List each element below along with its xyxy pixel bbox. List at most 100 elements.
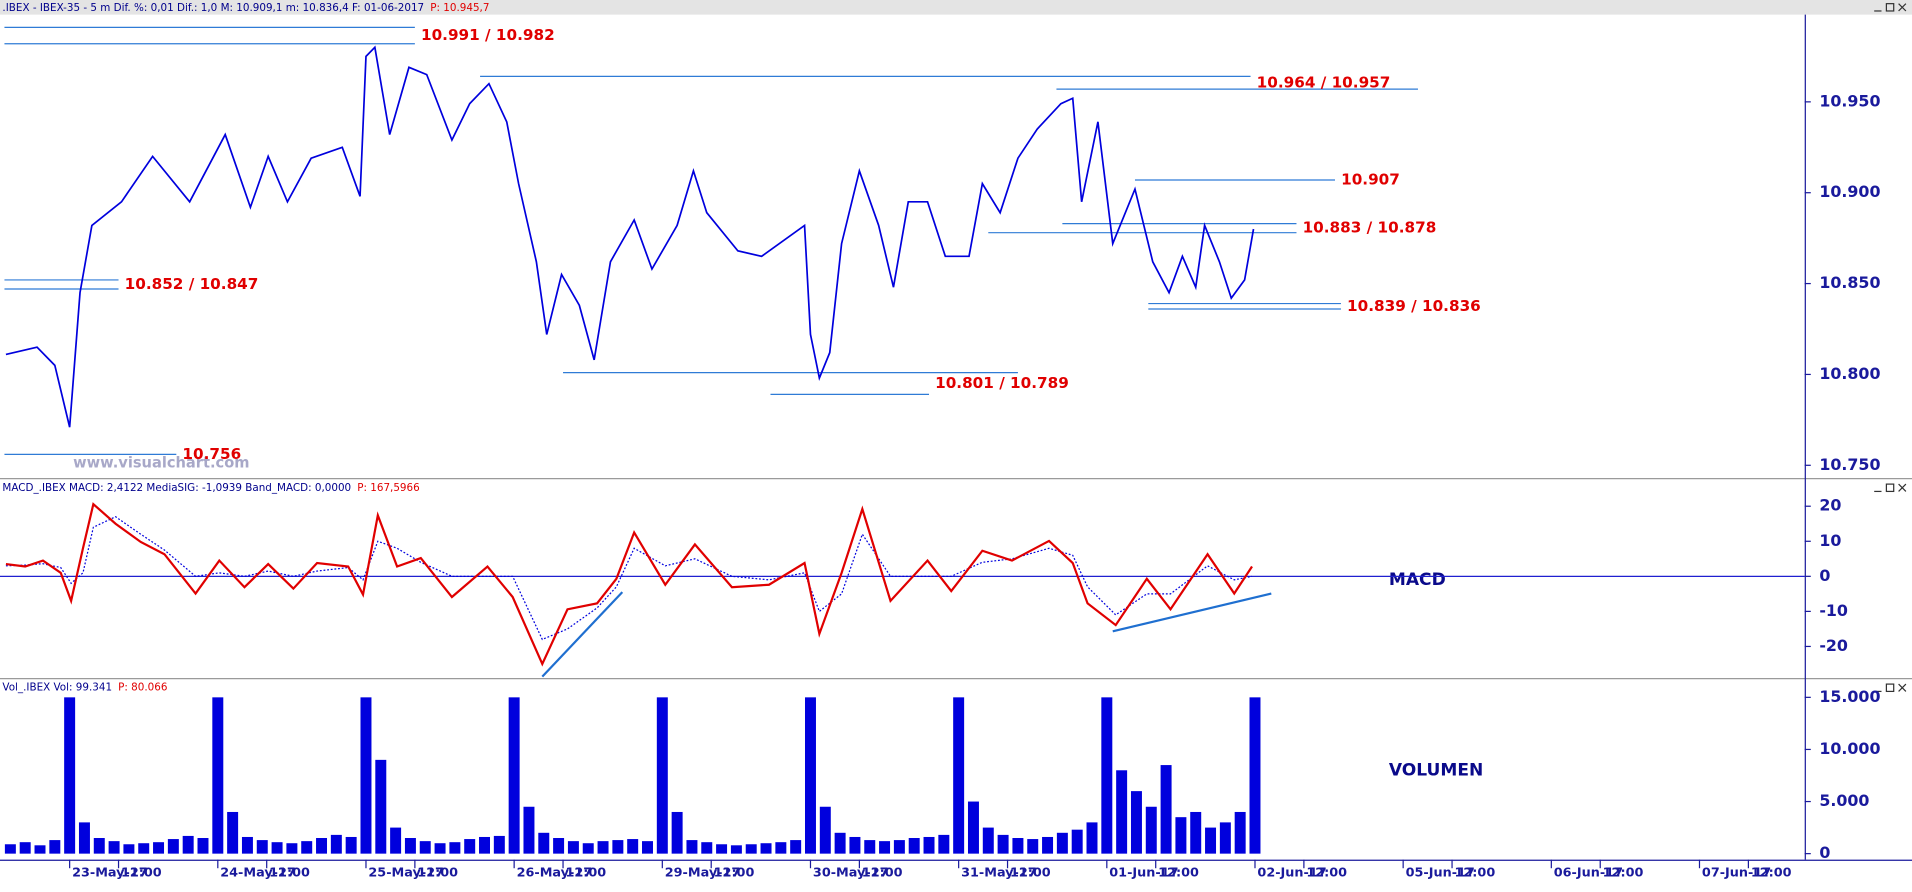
y-tick-label: 10.000 — [1819, 739, 1880, 758]
volume-bar — [730, 845, 742, 854]
volume-bar — [819, 806, 831, 854]
plot-area — [4, 697, 1261, 854]
y-tick-label: 15.000 — [1819, 687, 1880, 706]
header-text: MACD_.IBEX MACD: 2,4122 MediaSIG: -1,093… — [2, 482, 351, 494]
volume-bar — [997, 834, 1009, 854]
level-label: 10.907 — [1341, 170, 1400, 188]
volume-bar — [1027, 839, 1039, 854]
volume-bar — [153, 842, 165, 854]
x-tick-label: 12:00 — [417, 866, 458, 881]
volume-bar — [4, 844, 16, 854]
volume-bar — [1101, 697, 1113, 854]
volume-bar — [938, 834, 950, 854]
volume-bar — [923, 836, 935, 854]
header-bar — [0, 0, 1912, 15]
x-tick-label: 12:00 — [1751, 866, 1792, 881]
level-label: 10.991 / 10.982 — [421, 26, 555, 44]
volume-bar — [553, 838, 565, 854]
volume-bar — [908, 838, 920, 854]
volume-bar — [597, 841, 609, 854]
y-tick-label: 0 — [1819, 843, 1830, 862]
x-tick-label: 01-Jun-17 — [1109, 866, 1178, 881]
volume-bar — [671, 811, 683, 854]
y-tick-label: 10.850 — [1819, 273, 1880, 292]
level-label: 10.883 / 10.878 — [1303, 219, 1437, 237]
x-tick-label: 12:00 — [714, 866, 755, 881]
volume-bar — [1012, 838, 1024, 854]
volume-bar — [227, 811, 239, 854]
plot-area — [0, 502, 1805, 678]
volume-bar — [316, 838, 328, 854]
x-tick-label: 12:00 — [862, 866, 903, 881]
panel-header: MACD_.IBEX MACD: 2,4122 MediaSIG: -1,093… — [2, 482, 419, 494]
plot-area — [4, 26, 1418, 455]
volume-bar — [775, 842, 787, 854]
y-tick-label: 10.750 — [1819, 455, 1880, 474]
volume-bar — [19, 842, 31, 854]
volume-bar — [182, 835, 194, 854]
volume-bar — [538, 832, 550, 854]
volume-bar — [790, 840, 802, 854]
x-tick-label: 06-Jun-17 — [1554, 866, 1623, 881]
x-tick-label: 26-May-17 — [517, 866, 593, 881]
x-tick-label: 12:00 — [1010, 866, 1051, 881]
volume-bar — [1116, 770, 1128, 854]
volume-bar — [1042, 836, 1054, 854]
volume-bar — [864, 840, 876, 854]
volume-bar — [1056, 832, 1068, 854]
volume-bar — [93, 838, 105, 854]
x-tick-label: 29-May-17 — [665, 866, 741, 881]
volume-bar — [479, 836, 490, 854]
y-tick-label: 10.950 — [1819, 91, 1880, 110]
volume-bar — [849, 836, 861, 854]
volume-bar — [64, 697, 76, 854]
x-tick-label: 31-May-17 — [961, 866, 1037, 881]
header-text: .IBEX - IBEX-35 - 5 m Dif. %: 0,01 Dif.:… — [2, 2, 424, 14]
volume-bar — [241, 836, 253, 854]
volume-bar — [508, 697, 520, 854]
volume-bar — [804, 697, 816, 854]
volume-bar — [1145, 806, 1157, 854]
y-tick-label: -20 — [1819, 636, 1848, 655]
volume-bar — [375, 759, 387, 854]
level-label: 10.756 — [182, 445, 241, 463]
volume-bar — [879, 841, 891, 854]
volume-bar — [1219, 822, 1231, 854]
x-tick-label: 25-May-17 — [368, 866, 444, 881]
x-tick-label: 12:00 — [565, 866, 606, 881]
panel-header: Vol_.IBEX Vol: 99.341 P: 80.066 — [2, 682, 167, 694]
level-label: 10.839 / 10.836 — [1347, 297, 1481, 315]
trendline — [1112, 592, 1272, 633]
series-line — [5, 502, 1253, 667]
volume-bar — [656, 697, 668, 854]
volume-bar — [1130, 791, 1142, 854]
volume-bar — [834, 832, 846, 854]
x-tick-label: 02-Jun-17 — [1257, 866, 1326, 881]
header-price: P: 10.945,7 — [430, 2, 489, 14]
volume-bar — [360, 697, 372, 854]
volume-bar — [1086, 822, 1098, 854]
x-tick-label: 05-Jun-17 — [1406, 866, 1475, 881]
x-tick-label: 07-Jun-17 — [1702, 866, 1771, 881]
volume-bar — [197, 838, 209, 854]
y-tick-label: 0 — [1819, 566, 1830, 585]
window-controls[interactable] — [1874, 3, 1907, 693]
panel-label: VOLUMEN — [1389, 761, 1483, 781]
price-line — [5, 45, 1255, 428]
volume-bar — [390, 827, 402, 854]
volume-bar — [1071, 829, 1083, 854]
level-label: 10.852 / 10.847 — [125, 275, 259, 293]
level-label: 10.964 / 10.957 — [1257, 73, 1391, 91]
volume-bar — [745, 844, 757, 854]
volume-bar — [1160, 765, 1172, 854]
volume-bar — [686, 840, 698, 854]
volume-bar — [967, 801, 979, 854]
volume-bar — [464, 839, 476, 854]
volume-bar — [286, 843, 298, 854]
x-tick-label: 12:00 — [1603, 866, 1644, 881]
panel-header: .IBEX - IBEX-35 - 5 m Dif. %: 0,01 Dif.:… — [2, 2, 489, 14]
volume-bar — [1190, 811, 1202, 854]
x-tick-label: 12:00 — [269, 866, 310, 881]
